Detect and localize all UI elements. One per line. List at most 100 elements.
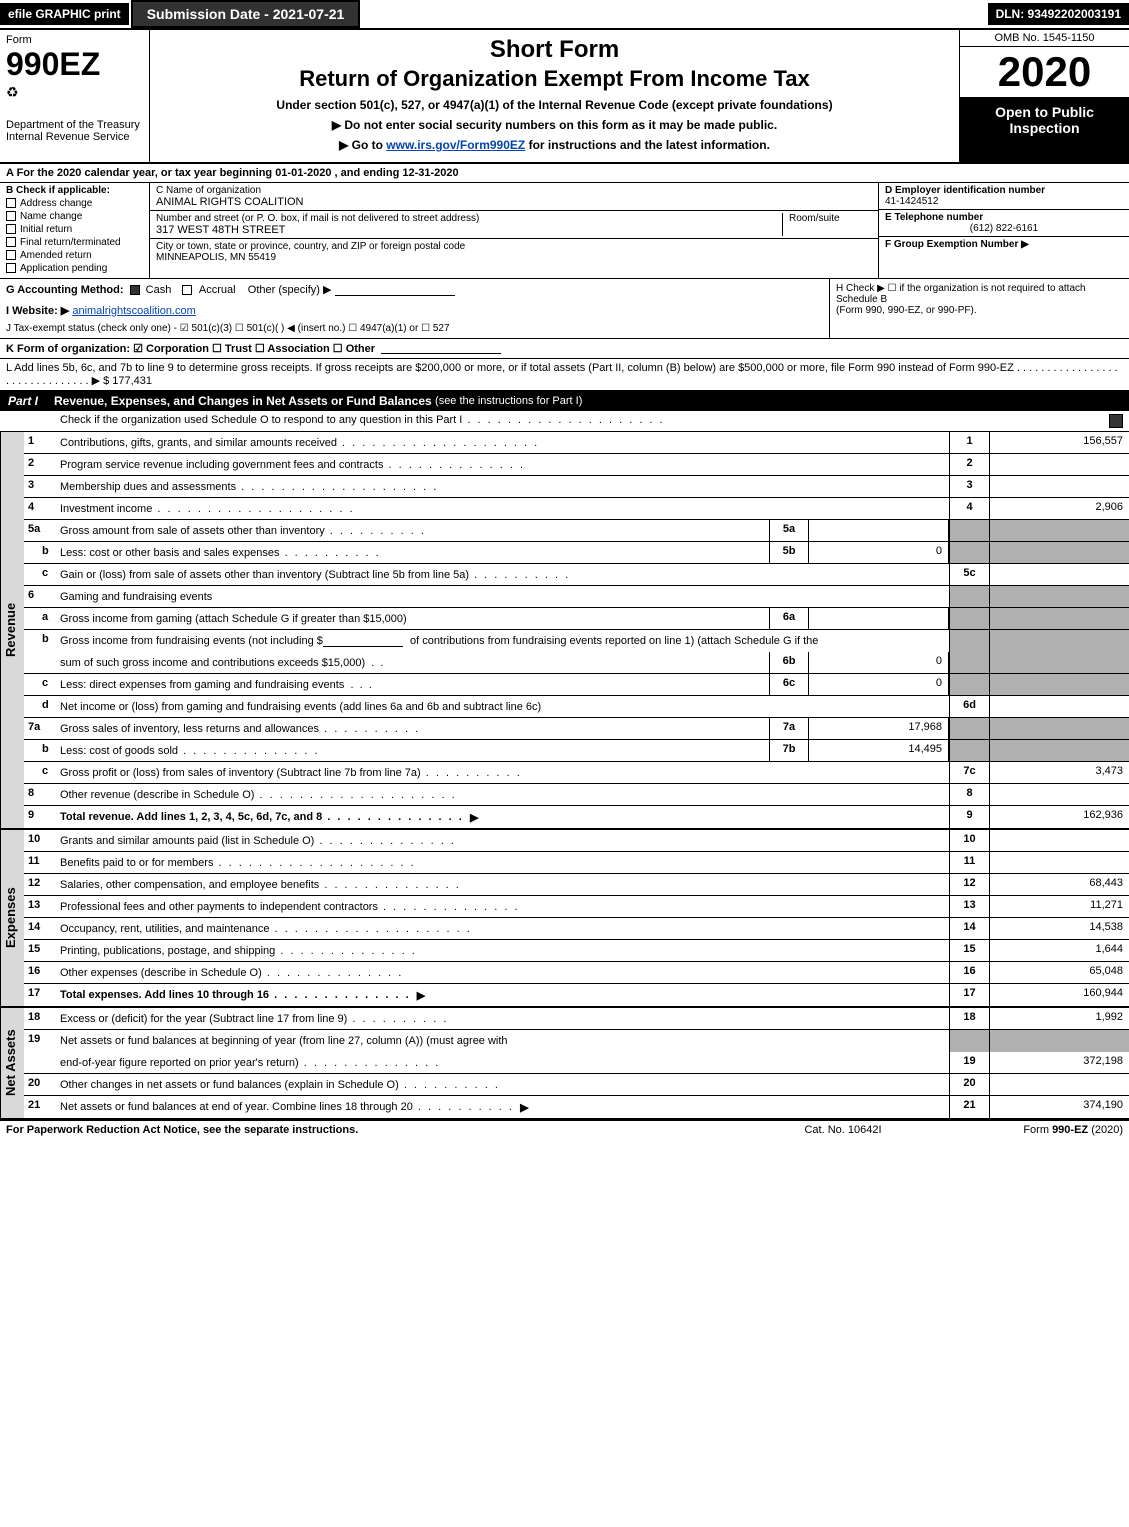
city-label: City or town, state or province, country… <box>156 241 872 252</box>
row-k-blank <box>381 342 501 354</box>
goto-line: ▶ Go to www.irs.gov/Form990EZ for instru… <box>160 138 949 152</box>
under-section-text: Under section 501(c), 527, or 4947(a)(1)… <box>160 98 949 112</box>
schedule-o-checkbox-checked[interactable] <box>1109 414 1123 428</box>
chk-final-return[interactable]: Final return/terminated <box>6 237 143 248</box>
expenses-section: Expenses 10 Grants and similar amounts p… <box>0 830 1129 1008</box>
line-3: 3 Membership dues and assessments 3 <box>24 476 1129 498</box>
box-def: D Employer identification number 41-1424… <box>879 183 1129 278</box>
efile-graphic-print[interactable]: efile GRAPHIC print <box>0 3 129 25</box>
page-footer: For Paperwork Reduction Act Notice, see … <box>0 1120 1129 1139</box>
row-k-text: K Form of organization: ☑ Corporation ☐ … <box>6 342 375 355</box>
street-value: 317 WEST 48TH STREET <box>156 224 782 236</box>
line-18: 18 Excess or (deficit) for the year (Sub… <box>24 1008 1129 1030</box>
chk-name-change[interactable]: Name change <box>6 211 143 222</box>
line-4: 4 Investment income 4 2,906 <box>24 498 1129 520</box>
line-14: 14 Occupancy, rent, utilities, and maint… <box>24 918 1129 940</box>
part-1-title: Revenue, Expenses, and Changes in Net As… <box>54 394 432 408</box>
accounting-method-label: G Accounting Method: <box>6 284 124 296</box>
line-5c: c Gain or (loss) from sale of assets oth… <box>24 564 1129 586</box>
revenue-body: 1 Contributions, gifts, grants, and simi… <box>24 432 1129 828</box>
net-assets-section: Net Assets 18 Excess or (deficit) for th… <box>0 1008 1129 1120</box>
chk-amended-return[interactable]: Amended return <box>6 250 143 261</box>
open-public-inspection: Open to Public Inspection <box>960 98 1129 162</box>
net-assets-body: 18 Excess or (deficit) for the year (Sub… <box>24 1008 1129 1118</box>
row-h: H Check ▶ ☐ if the organization is not r… <box>829 279 1129 338</box>
accrual-label: Accrual <box>199 284 236 296</box>
line-6b-1: b Gross income from fundraising events (… <box>24 630 1129 652</box>
dept-treasury: Department of the Treasury <box>6 119 143 131</box>
cash-label: Cash <box>146 284 172 296</box>
line-6a: a Gross income from gaming (attach Sched… <box>24 608 1129 630</box>
line-6: 6 Gaming and fundraising events <box>24 586 1129 608</box>
line-7c: c Gross profit or (loss) from sales of i… <box>24 762 1129 784</box>
box-b: B Check if applicable: Address change Na… <box>0 183 150 278</box>
return-title: Return of Organization Exempt From Incom… <box>160 66 949 92</box>
chk-application-pending[interactable]: Application pending <box>6 263 143 274</box>
expenses-sidebar: Expenses <box>0 830 24 1006</box>
website-link[interactable]: animalrightscoalition.com <box>72 305 196 317</box>
line-7a: 7a Gross sales of inventory, less return… <box>24 718 1129 740</box>
org-name-cell: C Name of organization ANIMAL RIGHTS COA… <box>150 183 878 211</box>
irs-link[interactable]: www.irs.gov/Form990EZ <box>386 138 525 152</box>
website-label: I Website: ▶ <box>6 305 69 317</box>
box-f: F Group Exemption Number ▶ <box>879 237 1129 252</box>
goto-prefix: ▶ Go to <box>339 138 386 152</box>
row-l: L Add lines 5b, 6c, and 7b to line 9 to … <box>0 359 1129 391</box>
line-6d: d Net income or (loss) from gaming and f… <box>24 696 1129 718</box>
group-exemption-label: F Group Exemption Number ▶ <box>885 239 1029 250</box>
part-1-label: Part I <box>8 394 54 408</box>
header-center: Short Form Return of Organization Exempt… <box>150 30 959 162</box>
omb-number: OMB No. 1545-1150 <box>960 30 1129 47</box>
do-not-enter-text: ▶ Do not enter social security numbers o… <box>160 118 949 132</box>
chk-accrual[interactable] <box>182 285 192 295</box>
header-right: OMB No. 1545-1150 2020 Open to Public In… <box>959 30 1129 162</box>
block-bcdef: B Check if applicable: Address change Na… <box>0 183 1129 279</box>
chk-cash-checked[interactable] <box>130 285 140 295</box>
other-specify-label: Other (specify) ▶ <box>248 284 332 296</box>
line-13: 13 Professional fees and other payments … <box>24 896 1129 918</box>
line-1: 1 Contributions, gifts, grants, and simi… <box>24 432 1129 454</box>
line-16: 16 Other expenses (describe in Schedule … <box>24 962 1129 984</box>
row-a-tax-year: A For the 2020 calendar year, or tax yea… <box>0 164 1129 183</box>
net-assets-sidebar: Net Assets <box>0 1008 24 1118</box>
line-10: 10 Grants and similar amounts paid (list… <box>24 830 1129 852</box>
row-l-text: L Add lines 5b, 6c, and 7b to line 9 to … <box>6 362 1118 387</box>
line-19-1: 19 Net assets or fund balances at beginn… <box>24 1030 1129 1052</box>
line-5b: b Less: cost or other basis and sales ex… <box>24 542 1129 564</box>
street-cell: Number and street (or P. O. box, if mail… <box>150 211 878 239</box>
part-1-header: Part I Revenue, Expenses, and Changes in… <box>0 391 1129 411</box>
short-form-title: Short Form <box>160 36 949 64</box>
box-b-title: B Check if applicable: <box>6 185 143 196</box>
line-7b: b Less: cost of goods sold 7b 14,495 <box>24 740 1129 762</box>
line-6b-2: sum of such gross income and contributio… <box>24 652 1129 674</box>
form-number: 990EZ <box>6 48 143 80</box>
revenue-section: Revenue 1 Contributions, gifts, grants, … <box>0 432 1129 830</box>
line-12: 12 Salaries, other compensation, and emp… <box>24 874 1129 896</box>
line-21: 21 Net assets or fund balances at end of… <box>24 1096 1129 1118</box>
line-8: 8 Other revenue (describe in Schedule O)… <box>24 784 1129 806</box>
city-value: MINNEAPOLIS, MN 55419 <box>156 252 872 263</box>
line-11: 11 Benefits paid to or for members 11 <box>24 852 1129 874</box>
line-9: 9 Total revenue. Add lines 1, 2, 3, 4, 5… <box>24 806 1129 828</box>
org-name-value: ANIMAL RIGHTS COALITION <box>156 196 872 208</box>
dln-label: DLN: 93492202003191 <box>988 3 1129 25</box>
line-20: 20 Other changes in net assets or fund b… <box>24 1074 1129 1096</box>
row-g: G Accounting Method: Cash Accrual Other … <box>0 279 829 338</box>
box-c: C Name of organization ANIMAL RIGHTS COA… <box>150 183 879 278</box>
top-bar: efile GRAPHIC print Submission Date - 20… <box>0 0 1129 30</box>
street-label: Number and street (or P. O. box, if mail… <box>156 213 782 224</box>
line-5a: 5a Gross amount from sale of assets othe… <box>24 520 1129 542</box>
submission-date-button[interactable]: Submission Date - 2021-07-21 <box>131 0 361 28</box>
line-2: 2 Program service revenue including gove… <box>24 454 1129 476</box>
schedule-o-text: Check if the organization used Schedule … <box>60 414 665 428</box>
cat-number: Cat. No. 10642I <box>743 1124 943 1136</box>
paperwork-notice: For Paperwork Reduction Act Notice, see … <box>6 1124 743 1136</box>
form-header: Form 990EZ ♻ Department of the Treasury … <box>0 30 1129 164</box>
chk-initial-return[interactable]: Initial return <box>6 224 143 235</box>
box-e: E Telephone number (612) 822-6161 <box>879 210 1129 237</box>
irs-label: Internal Revenue Service <box>6 131 143 143</box>
phone-value: (612) 822-6161 <box>885 223 1123 234</box>
chk-address-change[interactable]: Address change <box>6 198 143 209</box>
row-h-line1: H Check ▶ ☐ if the organization is not r… <box>836 283 1123 305</box>
other-specify-blank[interactable] <box>335 284 455 296</box>
